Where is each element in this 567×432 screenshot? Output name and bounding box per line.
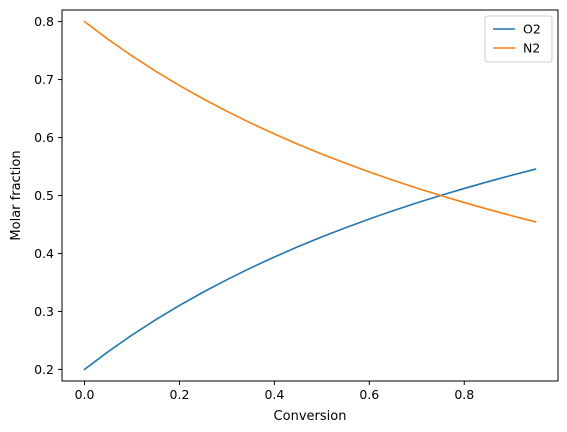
legend-label-n2: N2 [523, 41, 540, 56]
x-tick-label: 0.0 [75, 387, 95, 402]
series-line-o2 [83, 168, 537, 371]
legend-box [484, 15, 553, 63]
x-tick-label: 0.2 [170, 387, 190, 402]
x-tick-label: 0.4 [264, 387, 284, 402]
y-axis-label: Molar fraction [9, 150, 24, 240]
y-tick-label: 0.4 [34, 246, 54, 261]
y-tick-label: 0.3 [34, 304, 54, 319]
legend-label-o2: O2 [523, 22, 541, 37]
x-tick-label: 0.6 [359, 387, 379, 402]
y-tick-label: 0.8 [34, 14, 54, 29]
y-tick-label: 0.6 [34, 130, 54, 145]
y-tick-label: 0.7 [34, 72, 54, 87]
series-line-n2 [83, 20, 537, 223]
x-axis-label: Conversion [274, 409, 347, 424]
series-layer [83, 20, 537, 371]
x-ticks: 0.0 0.2 0.4 0.6 0.8 [75, 381, 474, 402]
x-tick-label: 0.8 [454, 387, 474, 402]
y-ticks: 0.2 0.3 0.4 0.5 0.6 0.7 0.8 [34, 14, 62, 377]
y-tick-label: 0.2 [34, 362, 54, 377]
y-tick-label: 0.5 [34, 188, 54, 203]
